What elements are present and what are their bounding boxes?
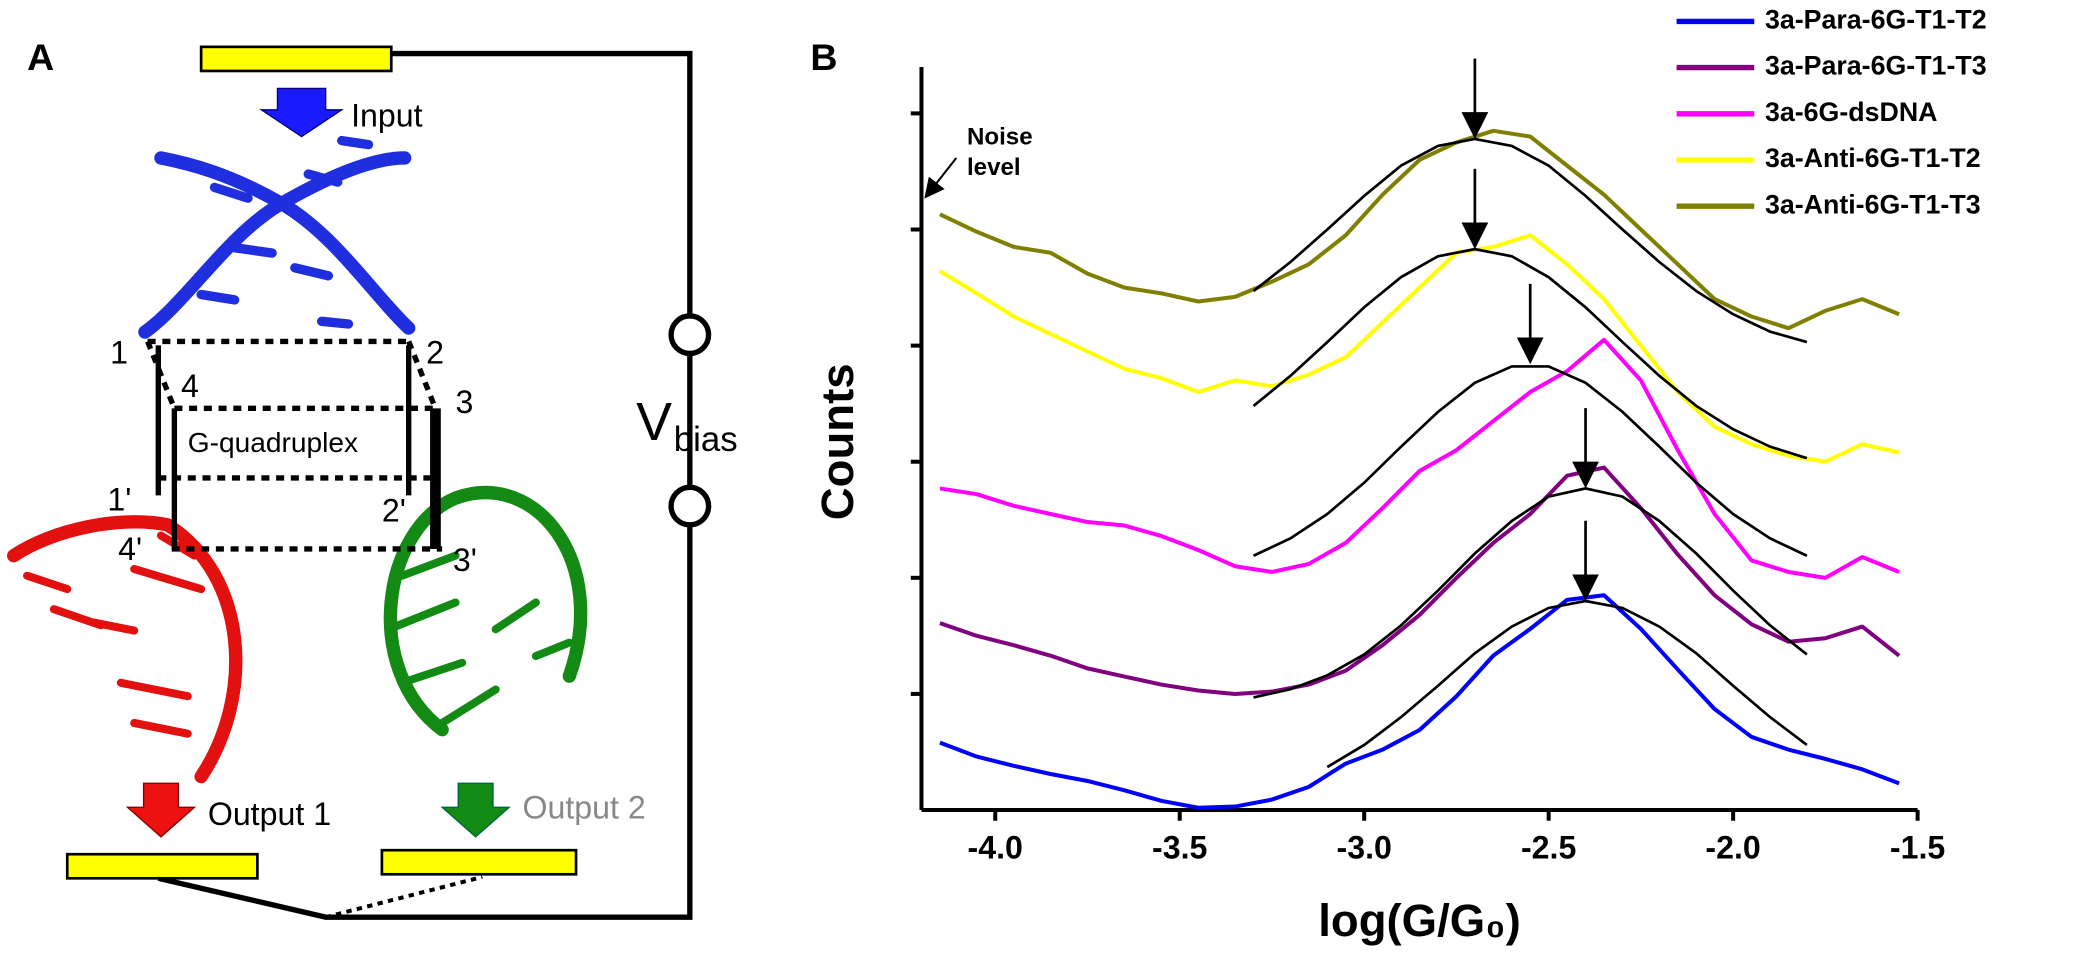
x-tick-label: -1.5 [1890, 830, 1945, 866]
site-label: 4 [181, 368, 199, 404]
x-tick-label: -4.0 [968, 830, 1023, 866]
annotation-arrow [924, 157, 958, 199]
voltage-label: V [636, 393, 672, 452]
annotation: level [967, 154, 1021, 181]
x-tick-label: -3.0 [1337, 830, 1392, 866]
green-strand [383, 486, 588, 737]
panel-label: A [27, 36, 54, 78]
terminal [668, 313, 712, 357]
series-line [939, 128, 1900, 331]
annotation: Noise [967, 123, 1033, 150]
legend-label: 3a-Para-6G-T1-T2 [1765, 5, 1987, 35]
fit-line [1326, 599, 1808, 769]
output-arrow [125, 782, 197, 838]
electrode [199, 45, 393, 73]
site-label: 3' [453, 542, 477, 578]
voltage-subscript: bias [674, 420, 738, 459]
output-label: Output 2 [522, 790, 645, 826]
electrode [380, 848, 578, 876]
fit-line [1253, 487, 1808, 699]
terminal [668, 484, 712, 528]
x-tick-label: -2.0 [1705, 830, 1760, 866]
series-line [938, 233, 1900, 464]
x-tick-label: -3.5 [1152, 830, 1207, 866]
site-label: 2 [426, 334, 444, 370]
quadruplex-label: G-quadruplex [188, 427, 358, 458]
fit-line [1252, 247, 1808, 460]
blue-helix [138, 135, 416, 339]
site-label: 3 [456, 384, 474, 420]
input-arrow [259, 87, 344, 138]
site-label: 2' [382, 492, 406, 528]
input-label: Input [351, 97, 423, 133]
output-label: Output 1 [208, 796, 331, 832]
y-axis-label: Counts [812, 363, 863, 520]
diagram: A Input 1 2 3 4 [7, 36, 738, 920]
site-label: 1 [110, 334, 128, 370]
wire-dotted [325, 875, 483, 920]
legend-label: 3a-6G-dsDNA [1765, 97, 1938, 127]
electrode [65, 852, 259, 880]
site-label: 4' [118, 531, 142, 567]
fit-line [1252, 137, 1808, 344]
legend-label: 3a-Anti-6G-T1-T3 [1765, 189, 1981, 219]
x-tick-label: -2.5 [1521, 830, 1576, 866]
series-line [939, 593, 1900, 810]
x-axis-label: log(G/G₀) [1318, 895, 1521, 946]
series-line [939, 337, 1900, 580]
output-arrow [440, 782, 511, 838]
legend-label: 3a-Anti-6G-T1-T2 [1765, 143, 1981, 173]
series-line [939, 465, 1901, 696]
wire [157, 50, 693, 920]
quadruplex-frame [145, 338, 443, 552]
chart: B Counts log(G/G₀) Noise level -4.0 -3.5 -… [810, 5, 1986, 946]
site-label: 1' [107, 482, 131, 518]
red-strand [7, 515, 243, 784]
fit-line [1252, 365, 1808, 557]
panel-label: B [810, 36, 837, 78]
legend-label: 3a-Para-6G-T1-T3 [1765, 51, 1987, 81]
